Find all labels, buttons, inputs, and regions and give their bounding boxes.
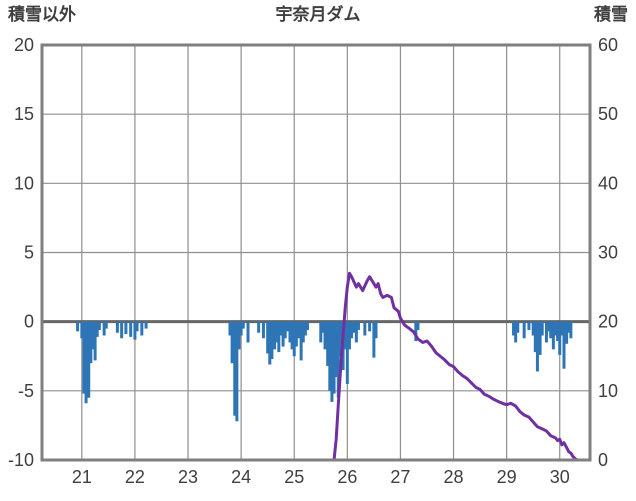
chart-title: 宇奈月ダム: [275, 5, 361, 24]
svg-text:40: 40: [598, 173, 618, 193]
svg-text:25: 25: [284, 467, 304, 487]
svg-text:21: 21: [72, 467, 92, 487]
chart-header: 積雪以外 宇奈月ダム 積雪: [0, 4, 636, 26]
svg-text:22: 22: [125, 467, 145, 487]
svg-text:20: 20: [598, 312, 618, 332]
svg-text:-5: -5: [18, 381, 34, 401]
svg-text:23: 23: [178, 467, 198, 487]
svg-text:20: 20: [14, 35, 34, 55]
svg-text:29: 29: [497, 467, 517, 487]
svg-text:30: 30: [598, 243, 618, 263]
gridlines: [42, 45, 590, 460]
svg-text:15: 15: [14, 104, 34, 124]
x-axis-tick-labels: 21 22 23 24 25 26 27 28 29 30: [72, 467, 570, 487]
svg-text:27: 27: [390, 467, 410, 487]
svg-text:0: 0: [24, 312, 34, 332]
svg-text:28: 28: [444, 467, 464, 487]
left-axis-title: 積雪以外: [8, 5, 76, 24]
left-axis-tick-labels: 20 15 10 5 0 -5 -10: [8, 35, 34, 470]
svg-text:10: 10: [598, 381, 618, 401]
svg-text:10: 10: [14, 173, 34, 193]
right-axis-title: 積雪: [594, 5, 628, 24]
svg-text:50: 50: [598, 104, 618, 124]
bar-series: [76, 321, 573, 422]
right-axis-tick-labels: 60 50 40 30 20 10 0: [598, 35, 618, 470]
svg-text:26: 26: [337, 467, 357, 487]
svg-text:24: 24: [231, 467, 251, 487]
svg-text:30: 30: [550, 467, 570, 487]
svg-text:0: 0: [598, 450, 608, 470]
svg-text:60: 60: [598, 35, 618, 55]
plot-border: [40, 43, 592, 462]
svg-text:-10: -10: [8, 450, 34, 470]
svg-text:5: 5: [24, 243, 34, 263]
snow-depth-line: [324, 271, 588, 462]
